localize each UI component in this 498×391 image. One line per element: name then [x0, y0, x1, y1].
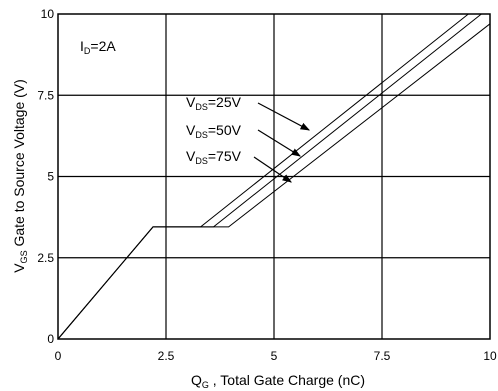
- x-tick-label: 2.5: [158, 349, 175, 363]
- x-tick-label: 0: [55, 349, 62, 363]
- x-tick-label: 5: [271, 349, 278, 363]
- tick-labels: 0 2.5 5 7.5 10 0 2.5 5 7.5 10: [37, 7, 497, 363]
- grid: [57, 13, 491, 340]
- y-tick-label: 0: [47, 332, 54, 346]
- series-arrow-1: [257, 102, 311, 131]
- y-tick-label: 10: [41, 7, 55, 21]
- y-tick-label: 2.5: [37, 251, 54, 265]
- series-label-2: VDS=50V: [186, 122, 242, 140]
- series-arrow-2: [257, 129, 302, 157]
- y-tick-label: 5: [47, 170, 54, 184]
- series-arrow-3: [253, 156, 292, 183]
- series-label-1: VDS=25V: [186, 94, 242, 112]
- series-label-3: VDS=75V: [186, 148, 242, 166]
- x-tick-label: 10: [483, 349, 497, 363]
- y-tick-label: 7.5: [37, 88, 54, 102]
- x-axis-title: QG , Total Gate Charge (nC): [191, 372, 365, 390]
- series-line-3: [57, 23, 491, 340]
- x-tick-label: 7.5: [374, 349, 391, 363]
- series-lines: [57, 13, 491, 340]
- annotations: VDS=25V VDS=50V VDS=75V: [186, 94, 311, 183]
- y-axis-title: VGS Gate to Source Voltage (V): [11, 79, 29, 273]
- condition-label: ID=2A: [80, 38, 116, 56]
